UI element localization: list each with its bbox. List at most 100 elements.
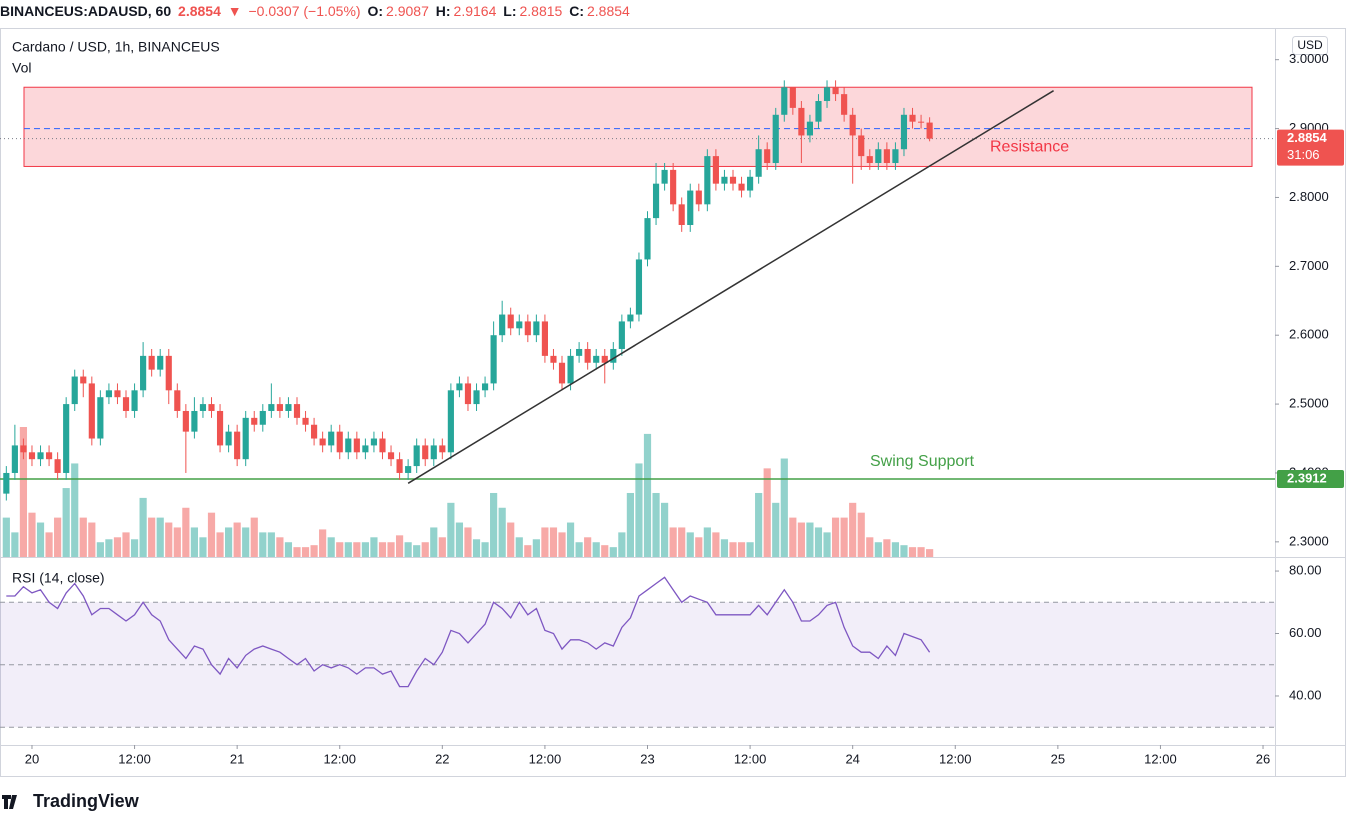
- candle-body: [541, 321, 548, 356]
- volume-bar: [584, 537, 592, 557]
- volume-bar: [669, 527, 677, 557]
- volume-bar: [455, 522, 464, 557]
- candle-body: [114, 390, 121, 398]
- volume-bar: [900, 545, 908, 557]
- candle-body: [370, 438, 378, 446]
- volume-bar: [883, 539, 891, 557]
- volume-bar: [926, 549, 934, 557]
- volume-bar: [618, 532, 626, 557]
- ohlc-key: H:: [435, 3, 451, 19]
- x-tick-label: 12:00: [323, 751, 356, 766]
- candle-body: [892, 149, 899, 164]
- currency-button[interactable]: [1292, 36, 1328, 55]
- volume-bar: [917, 547, 925, 557]
- legend-title: Cardano / USD, 1h, BINANCEUS: [12, 39, 220, 55]
- candle-body: [174, 390, 181, 411]
- candle-body: [405, 466, 412, 473]
- candle-body: [798, 107, 805, 136]
- volume-bar: [524, 545, 532, 557]
- ohlc-value: 2.9087: [386, 3, 429, 19]
- currency: USD: [1297, 38, 1323, 52]
- candle-body: [182, 410, 189, 432]
- candle-body: [293, 404, 301, 418]
- candle-body: [875, 149, 882, 164]
- candle-body: [644, 218, 651, 260]
- candle-body: [832, 87, 839, 95]
- candle-body: [900, 114, 908, 150]
- x-tick-label: 22: [435, 751, 449, 766]
- volume-bar: [703, 527, 711, 557]
- volume-bar: [28, 512, 36, 557]
- candle-body: [738, 183, 745, 191]
- candle-body: [661, 169, 668, 184]
- volume-bar: [814, 527, 823, 557]
- candle-body: [447, 390, 454, 453]
- volume-bar: [695, 537, 703, 557]
- ohlc-value: 2.8854: [586, 3, 630, 19]
- volume-bar: [353, 542, 361, 557]
- volume-bar: [626, 492, 634, 557]
- candle-body: [353, 438, 360, 453]
- candle-body: [926, 122, 933, 139]
- candle-body: [490, 335, 497, 384]
- candle-body: [105, 390, 112, 398]
- volume-bar: [122, 532, 130, 557]
- candle-body: [712, 156, 719, 184]
- volume-bar: [532, 539, 540, 557]
- volume-bar: [225, 527, 233, 557]
- ohlc-value: 2.8815: [519, 3, 563, 19]
- candle-body: [558, 362, 566, 384]
- candle-body: [601, 355, 608, 363]
- candle-body: [687, 190, 694, 225]
- volume-bar: [601, 545, 609, 557]
- candle-body: [157, 355, 164, 370]
- volume-bar: [79, 517, 87, 557]
- volume-bar: [139, 497, 147, 557]
- y-tick-label: 2.5000: [1289, 396, 1329, 411]
- resistance-zone: [23, 86, 1253, 167]
- candle-body: [883, 149, 890, 164]
- candle-body: [866, 156, 873, 164]
- logo-icon: [2, 795, 17, 809]
- volume-bar: [549, 527, 558, 557]
- y-tick-label: 2.3000: [1289, 533, 1329, 548]
- rsi-tick-label: 80.00: [1289, 562, 1322, 577]
- volume-bar: [259, 532, 267, 557]
- y-tick-label: 2.7000: [1289, 258, 1329, 273]
- x-tick-label: 12:00: [939, 751, 972, 766]
- volume-bar: [840, 517, 848, 557]
- volume-bar: [438, 537, 446, 557]
- candle-body: [54, 459, 61, 473]
- volume-bar: [481, 542, 489, 557]
- candle-body: [593, 355, 600, 363]
- volume-bar: [430, 527, 438, 557]
- candle-body: [80, 376, 87, 384]
- volume-bar: [404, 542, 412, 557]
- candle-body: [234, 431, 241, 460]
- legend-rsi: RSI (14, close): [12, 570, 105, 586]
- change: −0.0307 (−1.05%): [248, 3, 361, 19]
- volume-bar: [447, 502, 455, 557]
- volume-bar: [413, 545, 421, 557]
- candle-body: [276, 404, 283, 411]
- volume-bar: [105, 539, 113, 557]
- candle-body: [362, 445, 369, 453]
- volume-bar: [849, 502, 857, 557]
- volume-bar: [130, 539, 139, 557]
- candle-body: [576, 348, 583, 356]
- candle-body: [165, 355, 172, 391]
- volume-bar: [182, 507, 190, 557]
- volume-bar: [190, 527, 198, 557]
- volume-bar: [823, 532, 831, 557]
- last-price-label: 2.8854: [1287, 130, 1328, 145]
- volume-bar: [472, 539, 481, 557]
- candle-body: [524, 321, 531, 336]
- volume-bar: [370, 537, 378, 557]
- volume-bar: [250, 517, 258, 557]
- ohlc-value: 2.9164: [453, 3, 497, 19]
- volume-bar: [62, 488, 70, 557]
- candle-body: [11, 445, 18, 473]
- volume-bar: [558, 532, 566, 557]
